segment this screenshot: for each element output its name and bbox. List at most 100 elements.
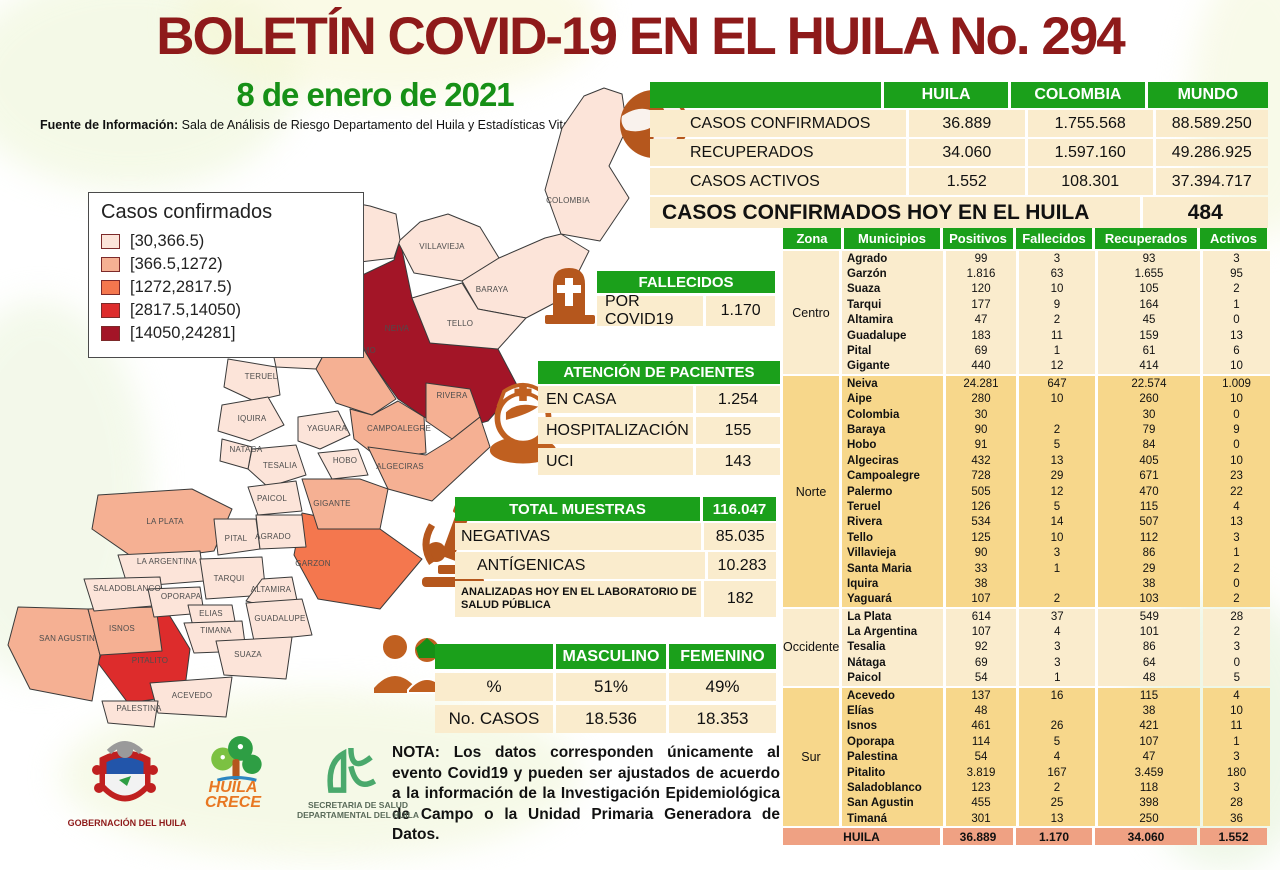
municipality-value: 61 <box>1098 343 1200 359</box>
municipality-value: 47 <box>946 312 1016 328</box>
municipality-label-oporapa: OPORAPA <box>161 592 202 601</box>
municipality-value: 1 <box>1203 734 1270 750</box>
municipality-value: 301 <box>946 811 1016 827</box>
municipality-value: 0 <box>1203 312 1270 328</box>
legend-item: [14050,24281] <box>101 324 353 343</box>
municipality-value: 90 <box>946 422 1016 438</box>
municipality-value: 91 <box>946 437 1016 454</box>
fallecidos-header: FALLECIDOS <box>597 271 775 293</box>
municipality-shape-la_plata <box>91 488 233 562</box>
muestras-label: ANTÍGENICAS <box>455 552 706 579</box>
muestras-value: 10.283 <box>708 552 776 579</box>
muestras-header: TOTAL MUESTRAS 116.047 <box>455 497 776 521</box>
muestras-label: ANALIZADAS HOY EN EL LABORATORIO DE SALU… <box>455 581 702 617</box>
municipality-label-saladoblanco: SALADOBLANCO <box>93 584 161 593</box>
zone-block: Centro Agrado 99 3 93 3 Garzón 1.816 63 1.655 95 Su… <box>783 251 1270 375</box>
summary-value: 36.889 <box>908 110 1025 137</box>
muestras-title: TOTAL MUESTRAS <box>455 497 700 521</box>
municipality-value: 38 <box>1098 576 1200 592</box>
municipality-shape-agrado <box>255 514 307 550</box>
municipality-row: Yaguará 107 2 103 2 <box>842 591 1270 607</box>
municipality-name: San Agustin <box>842 795 943 812</box>
municipality-name: Campoalegre <box>842 468 943 484</box>
municipality-shape-tello <box>411 282 527 350</box>
municipality-row: Acevedo 137 16 115 4 <box>842 687 1270 704</box>
municipality-value: 25 <box>1019 795 1095 812</box>
municipality-name: Isnos <box>842 718 943 735</box>
municipality-row: Elías 48 38 10 <box>842 703 1270 719</box>
municipality-row: Garzón 1.816 63 1.655 95 <box>842 266 1270 282</box>
zone-rows: La Plata 614 37 549 28 La Argentina 107 4 101 2 Te… <box>842 608 1271 686</box>
municipality-name: Aipe <box>842 391 943 407</box>
zone-label: Centro <box>783 251 839 375</box>
municipality-value: 728 <box>946 468 1016 484</box>
municipality-value <box>1019 576 1095 592</box>
municipality-row: Agrado 99 3 93 3 <box>842 251 1270 267</box>
municipality-name: Colombia <box>842 406 943 423</box>
municipality-label-suaza: SUAZA <box>234 650 262 659</box>
zone-table-header-cell: Municipios <box>844 228 940 249</box>
summary-row: CASOS CONFIRMADOS 36.889 1.755.568 88.589.2… <box>650 110 1268 137</box>
municipality-value: 9 <box>1203 422 1270 438</box>
municipality-value: 120 <box>946 281 1016 298</box>
municipality-shape-palestina <box>101 700 159 728</box>
municipality-value: 4 <box>1019 749 1095 765</box>
total-label: HUILA <box>783 828 940 846</box>
municipality-name: Yaguará <box>842 591 943 607</box>
municipality-label-gigante: GIGANTE <box>313 499 350 508</box>
zone-block: Occidente La Plata 614 37 549 28 La Argentina 1… <box>783 608 1271 686</box>
gender-value: 51% <box>556 673 666 701</box>
fallecidos-value: 1.170 <box>706 296 775 326</box>
municipality-name: Elías <box>842 703 943 719</box>
zone-table-header-cell: Zona <box>783 228 841 249</box>
gender-value: 49% <box>669 673 776 701</box>
legend-item: [30,366.5) <box>101 232 353 251</box>
municipality-value: 461 <box>946 718 1016 735</box>
municipality-label-neiva: NEIVA <box>385 324 410 333</box>
municipality-name: Nátaga <box>842 655 944 671</box>
municipality-name: Acevedo <box>842 687 943 704</box>
municipality-value: 3 <box>1203 749 1270 765</box>
municipality-name: Villavieja <box>842 545 943 561</box>
municipality-value: 48 <box>946 703 1016 719</box>
atencion-row: EN CASA 1.254 <box>538 386 780 413</box>
zone-block: Sur Acevedo 137 16 115 4 Elías 48 38 10 Isnos 461 26… <box>783 687 1270 827</box>
municipality-value: 69 <box>946 343 1016 359</box>
municipality-zone-table: Zona Municipios Positivos Fallecidos Recuper… <box>783 228 1271 846</box>
municipality-shape-paicol <box>247 480 303 516</box>
municipality-shape-iquira <box>217 396 285 442</box>
summary-value: 1.597.160 <box>1027 139 1153 166</box>
summary-row-label: CASOS CONFIRMADOS <box>650 110 906 137</box>
municipality-value: 13 <box>1019 453 1095 469</box>
municipality-value: 63 <box>1019 266 1095 282</box>
summary-header-cell: COLOMBIA <box>1011 82 1145 108</box>
municipality-value: 250 <box>1098 811 1200 827</box>
municipality-value: 1.655 <box>1098 266 1200 282</box>
summary-row-label: RECUPERADOS <box>650 139 906 166</box>
nota-label: NOTA: <box>392 744 440 761</box>
summary-value: 1.552 <box>908 168 1025 195</box>
municipality-value: 13 <box>1203 514 1270 531</box>
municipality-name: Baraya <box>842 422 943 438</box>
municipality-value: 671 <box>1098 468 1200 484</box>
page-title: BOLETÍN COVID-19 EN EL HUILA No. 294 <box>156 7 1126 66</box>
municipality-row: Palermo 505 12 470 22 <box>842 483 1270 500</box>
municipality-label-timana: TIMANA <box>200 626 232 635</box>
municipality-value: 614 <box>946 608 1017 625</box>
municipality-value: 24.281 <box>946 376 1016 392</box>
legend-range-label: [14050,24281] <box>130 324 236 342</box>
source-text: Sala de Análisis de Riesgo Departamento … <box>178 118 586 132</box>
municipality-name: Palermo <box>842 483 943 500</box>
municipality-value: 549 <box>1098 608 1201 625</box>
municipality-value: 1 <box>1019 670 1096 686</box>
zone-table-header: Zona Municipios Positivos Fallecidos Recuper… <box>783 228 1270 249</box>
municipality-name: Hobo <box>842 437 943 454</box>
municipality-value: 123 <box>946 780 1016 796</box>
atencion-label: HOSPITALIZACIÓN <box>538 417 693 444</box>
municipality-row: Tarqui 177 9 164 1 <box>842 297 1270 313</box>
municipality-value: 0 <box>1203 406 1270 423</box>
municipality-name: La Argentina <box>842 624 944 640</box>
municipality-row: Altamira 47 2 45 0 <box>842 312 1270 328</box>
municipality-name: Altamira <box>842 312 943 328</box>
gender-row-label: No. CASOS <box>435 705 553 733</box>
